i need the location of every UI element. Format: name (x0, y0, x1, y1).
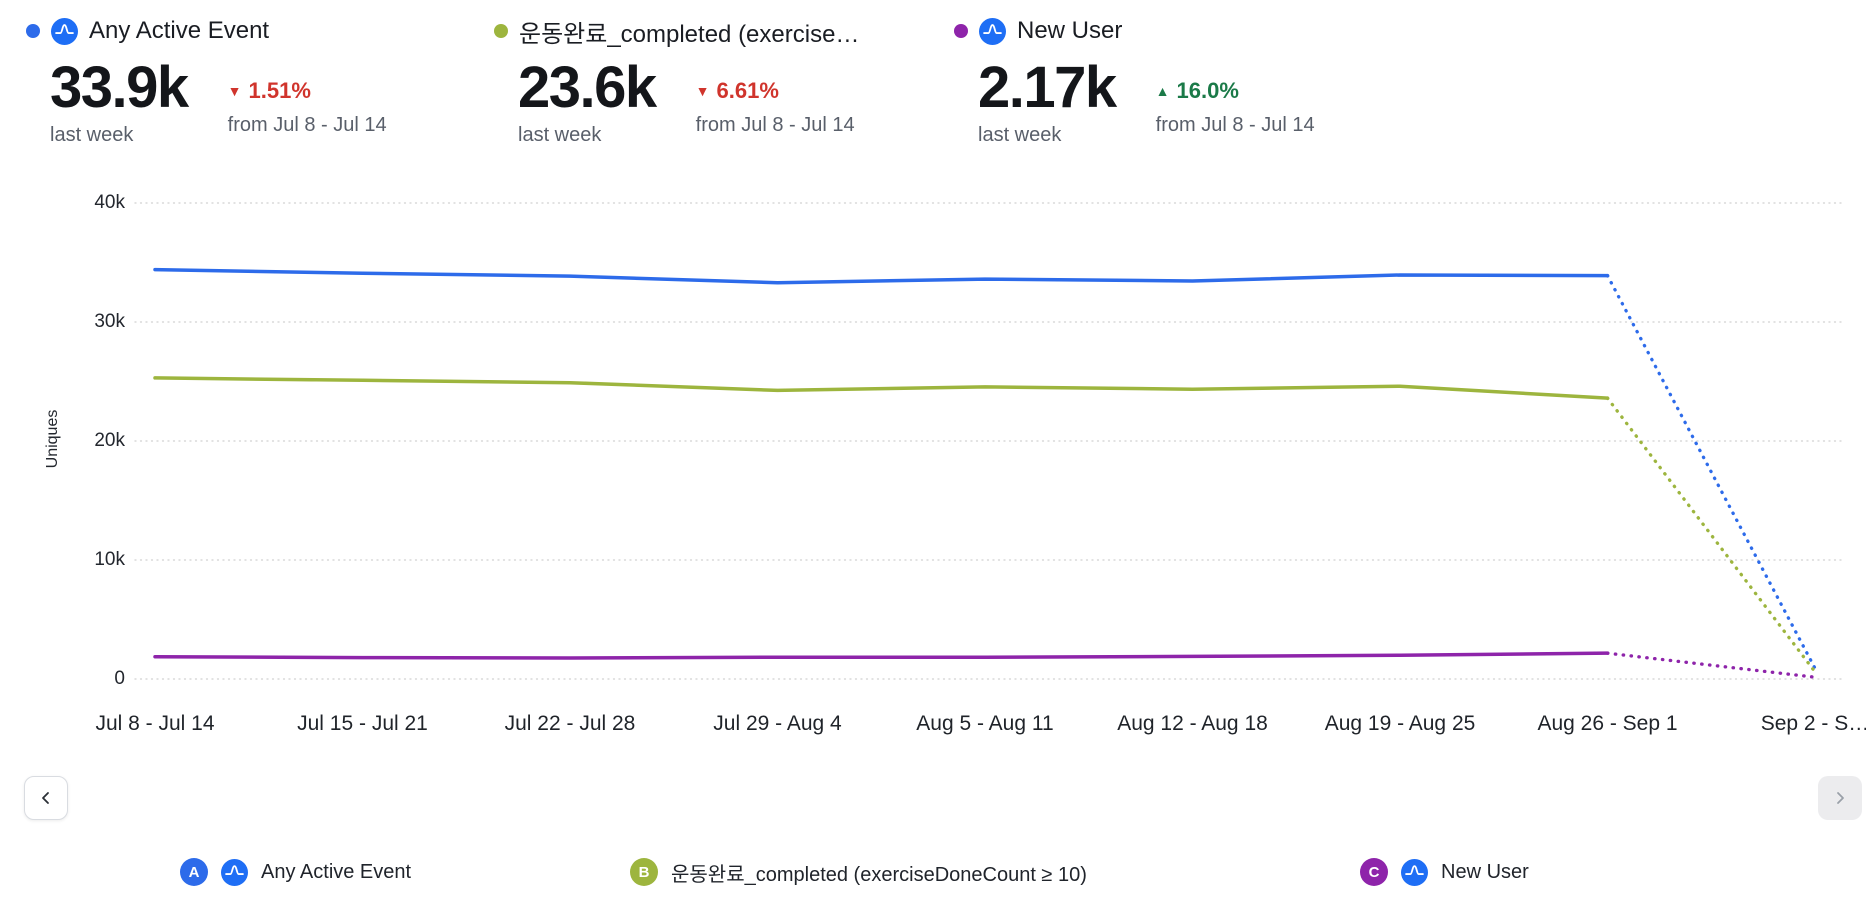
chart-plot-area[interactable] (0, 190, 1866, 692)
change-percent: 6.61% (716, 78, 779, 103)
series-line-incomplete-1[interactable] (1605, 396, 1817, 674)
legend-item-any-active-event[interactable]: A Any Active Event (180, 850, 411, 894)
series-color-dot (494, 24, 508, 38)
change-down-icon: ▼ (695, 83, 710, 99)
legend-badge-a: A (180, 858, 208, 886)
chevron-right-icon (1832, 790, 1848, 806)
metric-title: 운동완료_completed (exercise… (519, 20, 860, 48)
amplitude-logo-icon (221, 858, 248, 886)
metric-change: ▼ 6.61% (696, 78, 855, 104)
x-axis-tick-label: Sep 2 - S… (1760, 712, 1866, 735)
metric-card-exercise-completed: 운동완료_completed (exercise… 23.6k last wee… (494, 14, 859, 147)
series-line-0[interactable] (153, 267, 1610, 285)
metric-compare: from Jul 8 - Jul 14 (695, 114, 855, 136)
legend-badge-c: C (1360, 858, 1388, 886)
x-axis-tick-label: Aug 19 - Aug 25 (1324, 712, 1476, 735)
metric-value: 2.17k (978, 55, 1117, 120)
metric-change: ▼ 1.51% (228, 78, 387, 104)
x-axis-tick-label: Jul 22 - Jul 28 (504, 712, 636, 735)
series-line-1[interactable] (153, 376, 1610, 400)
legend-item-exercise-completed[interactable]: B 운동완료_completed (exerciseDoneCount ≥ 10… (630, 850, 1087, 894)
series-line-incomplete-0[interactable] (1605, 273, 1817, 670)
metric-card-any-active-event: Any Active Event 33.9k last week ▼ 1.51%… (26, 14, 387, 147)
metric-period: last week (50, 124, 134, 146)
x-axis: Jul 8 - Jul 14 Jul 15 - Jul 21 Jul 22 - Ju… (0, 712, 1866, 746)
change-percent: 1.51% (248, 78, 311, 103)
series-line-2[interactable] (153, 651, 1610, 660)
amplitude-logo-icon (1401, 858, 1428, 886)
x-axis-tick-label: Jul 15 - Jul 21 (297, 712, 428, 735)
metric-change: ▲ 16.0% (1156, 78, 1315, 104)
legend-label: New User (1441, 860, 1529, 883)
legend-label: 운동완료_completed (exerciseDoneCount ≥ 10) (671, 863, 1087, 886)
metric-header: 운동완료_completed (exercise… (494, 14, 859, 48)
change-down-icon: ▼ (227, 83, 242, 99)
change-percent: 16.0% (1176, 78, 1239, 103)
metric-period: last week (978, 124, 1062, 146)
metric-value: 33.9k (50, 55, 189, 120)
x-axis-tick-label: Aug 12 - Aug 18 (1117, 712, 1268, 735)
metric-compare: from Jul 8 - Jul 14 (227, 114, 387, 136)
x-axis-tick-label: Aug 5 - Aug 11 (916, 712, 1054, 735)
legend-label: Any Active Event (261, 860, 412, 883)
metric-card-new-user: New User 2.17k last week ▲ 16.0% from Ju… (954, 14, 1315, 147)
metric-period: last week (518, 124, 602, 146)
metric-title: Any Active Event (89, 17, 270, 44)
change-up-icon: ▲ (1155, 83, 1170, 99)
x-axis-tick-label: Jul 8 - Jul 14 (95, 712, 215, 735)
amplitude-logo-icon (979, 17, 1006, 45)
x-axis-tick-label: Jul 29 - Aug 4 (713, 712, 842, 735)
metric-title: New User (1017, 17, 1123, 44)
legend-badge-b: B (630, 858, 658, 886)
legend-item-new-user[interactable]: C New User (1360, 850, 1529, 894)
series-color-dot (954, 24, 968, 38)
chart-legend: A Any Active Event B 운동완료_completed (exe… (0, 850, 1866, 894)
metric-value: 23.6k (518, 55, 657, 120)
metric-header: New User (954, 14, 1315, 48)
metric-compare: from Jul 8 - Jul 14 (1155, 114, 1315, 136)
metric-header: Any Active Event (26, 14, 387, 48)
chevron-left-icon (38, 790, 54, 806)
amplitude-logo-icon (51, 17, 78, 45)
next-page-button[interactable] (1818, 776, 1862, 820)
x-axis-tick-label: Aug 26 - Sep 1 (1537, 712, 1678, 735)
series-line-incomplete-2[interactable] (1605, 651, 1817, 679)
series-color-dot (26, 24, 40, 38)
prev-page-button[interactable] (24, 776, 68, 820)
